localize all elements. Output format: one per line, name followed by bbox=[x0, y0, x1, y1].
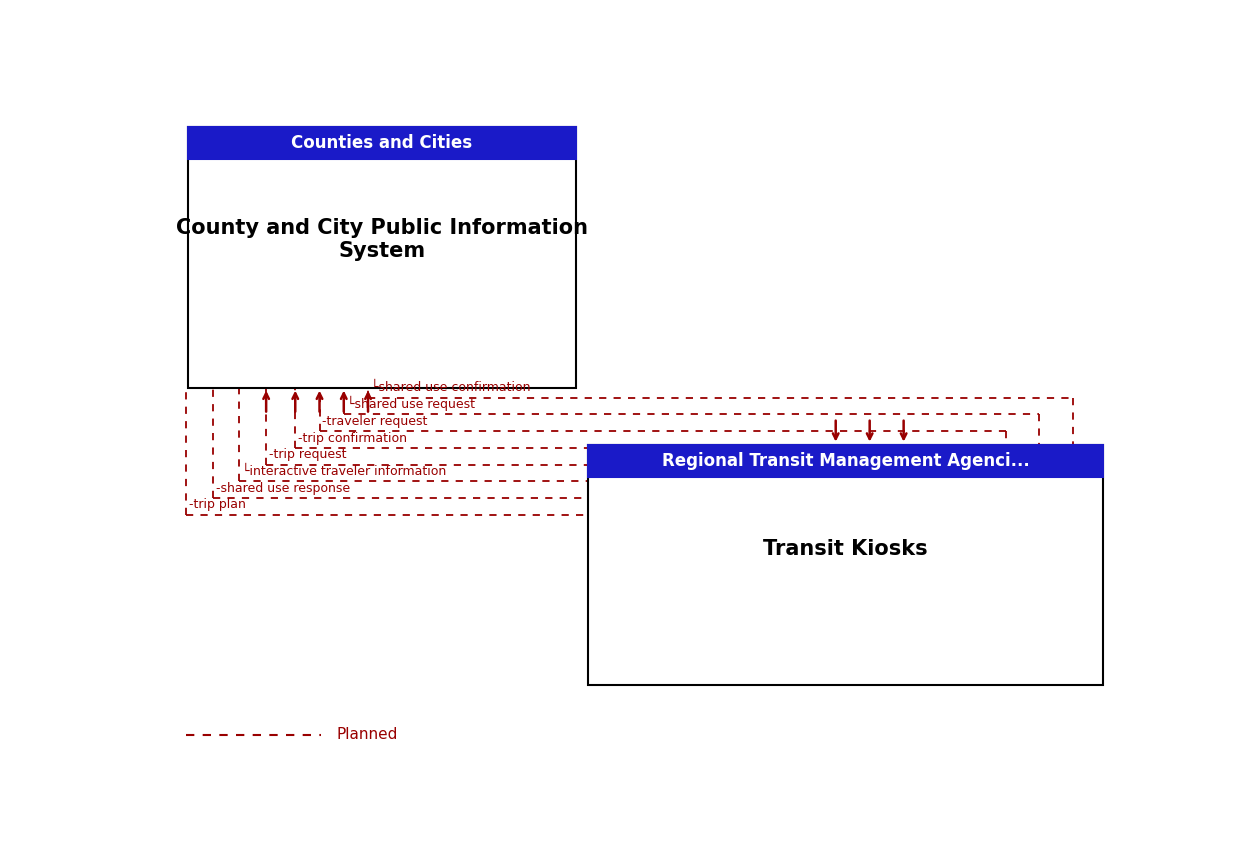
Text: Transit Kiosks: Transit Kiosks bbox=[764, 539, 928, 559]
Text: -shared use response: -shared use response bbox=[215, 481, 349, 494]
Text: Counties and Cities: Counties and Cities bbox=[290, 134, 472, 153]
Text: -trip confirmation: -trip confirmation bbox=[298, 432, 407, 445]
Text: └shared use confirmation: └shared use confirmation bbox=[371, 381, 531, 394]
Text: └shared use request: └shared use request bbox=[347, 396, 475, 411]
Text: └interactive traveler information: └interactive traveler information bbox=[242, 465, 446, 478]
Text: County and City Public Information
System: County and City Public Information Syste… bbox=[175, 218, 587, 261]
Text: -trip request: -trip request bbox=[269, 448, 347, 461]
Bar bbox=[188, 127, 576, 160]
Text: -trip plan: -trip plan bbox=[189, 499, 245, 512]
Text: -traveler request: -traveler request bbox=[323, 414, 428, 427]
Bar bbox=[588, 445, 1103, 685]
Bar bbox=[588, 445, 1103, 477]
Bar bbox=[188, 127, 576, 388]
Text: Planned: Planned bbox=[336, 727, 397, 742]
Text: Regional Transit Management Agenci...: Regional Transit Management Agenci... bbox=[661, 452, 1029, 470]
